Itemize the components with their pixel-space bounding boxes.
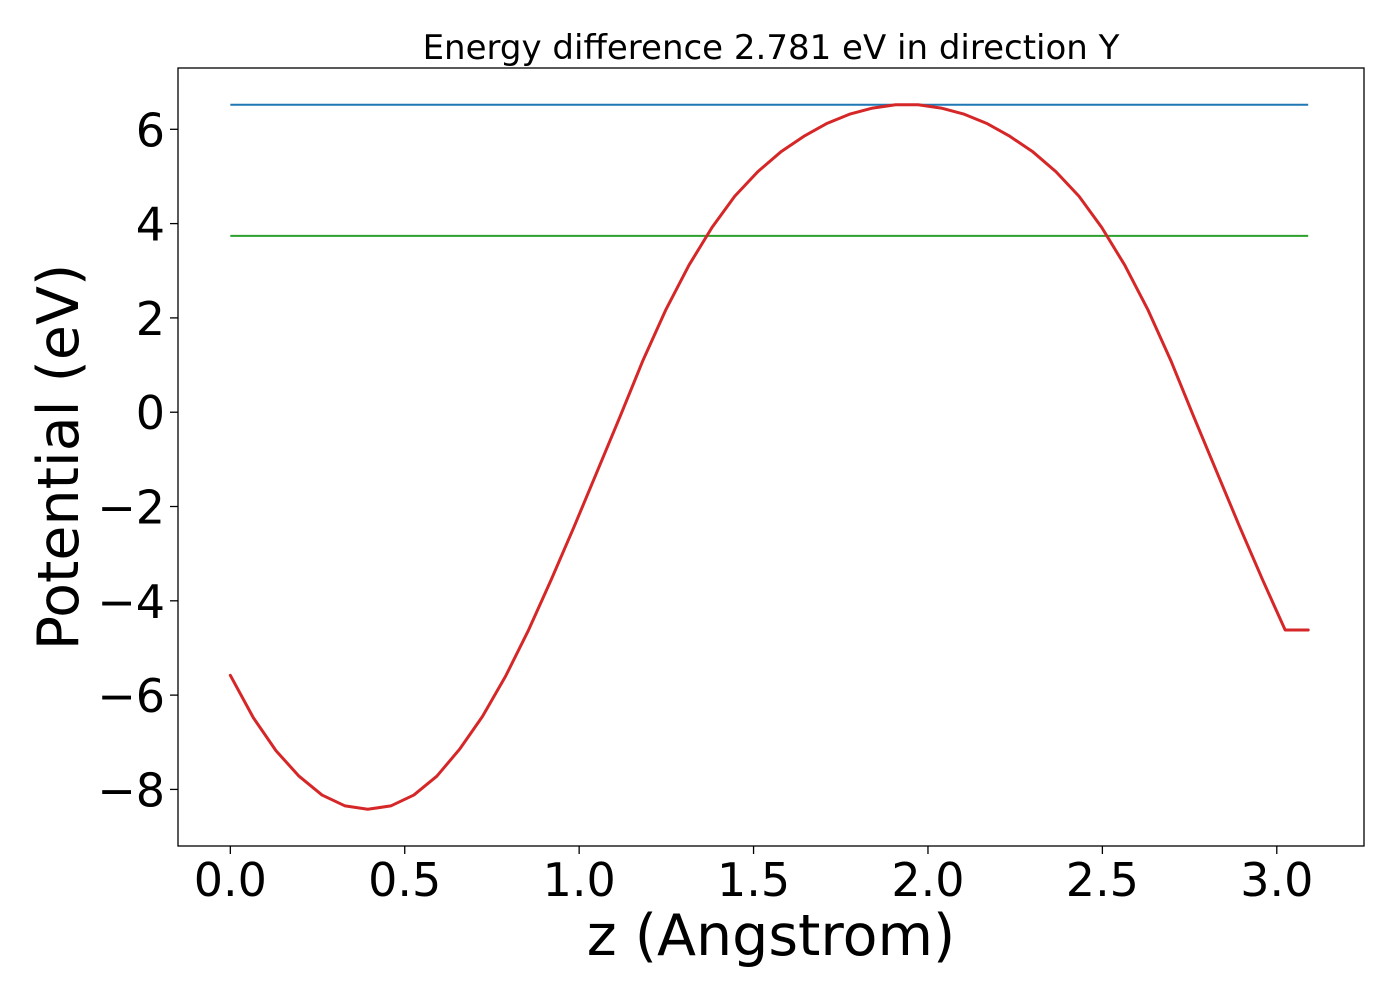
y-axis-title: Potential (eV) bbox=[26, 264, 92, 650]
y-tick-label: −8 bbox=[97, 763, 165, 817]
y-tick-label: 2 bbox=[136, 292, 165, 346]
y-axis-ticks: −8 −6 −4 −2 0 2 4 6 bbox=[97, 103, 178, 817]
chart-title: Energy difference 2.781 eV in direction … bbox=[423, 28, 1120, 68]
series-layer bbox=[228, 103, 1310, 811]
x-tick-label: 3.0 bbox=[1240, 853, 1313, 907]
y-tick-label: −6 bbox=[97, 669, 165, 723]
x-tick-label: 0.0 bbox=[194, 853, 267, 907]
y-tick-label: −4 bbox=[97, 575, 165, 629]
plot-area bbox=[177, 67, 1365, 847]
x-axis-title: z (Angstrom) bbox=[587, 903, 955, 969]
x-tick-label: 2.5 bbox=[1066, 853, 1139, 907]
y-tick-label: −2 bbox=[97, 481, 165, 535]
y-tick-label: 0 bbox=[136, 386, 165, 440]
x-tick-label: 1.5 bbox=[717, 853, 790, 907]
y-tick-label: 6 bbox=[136, 103, 165, 157]
x-tick-label: 1.0 bbox=[543, 853, 616, 907]
axes-frame bbox=[177, 67, 1365, 847]
x-axis-ticks: 0.0 0.5 1.0 1.5 2.0 2.5 3.0 bbox=[194, 846, 1313, 907]
x-tick-label: 0.5 bbox=[368, 853, 441, 907]
y-tick-label: 4 bbox=[136, 198, 165, 252]
x-tick-label: 2.0 bbox=[891, 853, 964, 907]
series-line-1 bbox=[228, 103, 1310, 811]
reference-lines bbox=[230, 103, 1309, 237]
